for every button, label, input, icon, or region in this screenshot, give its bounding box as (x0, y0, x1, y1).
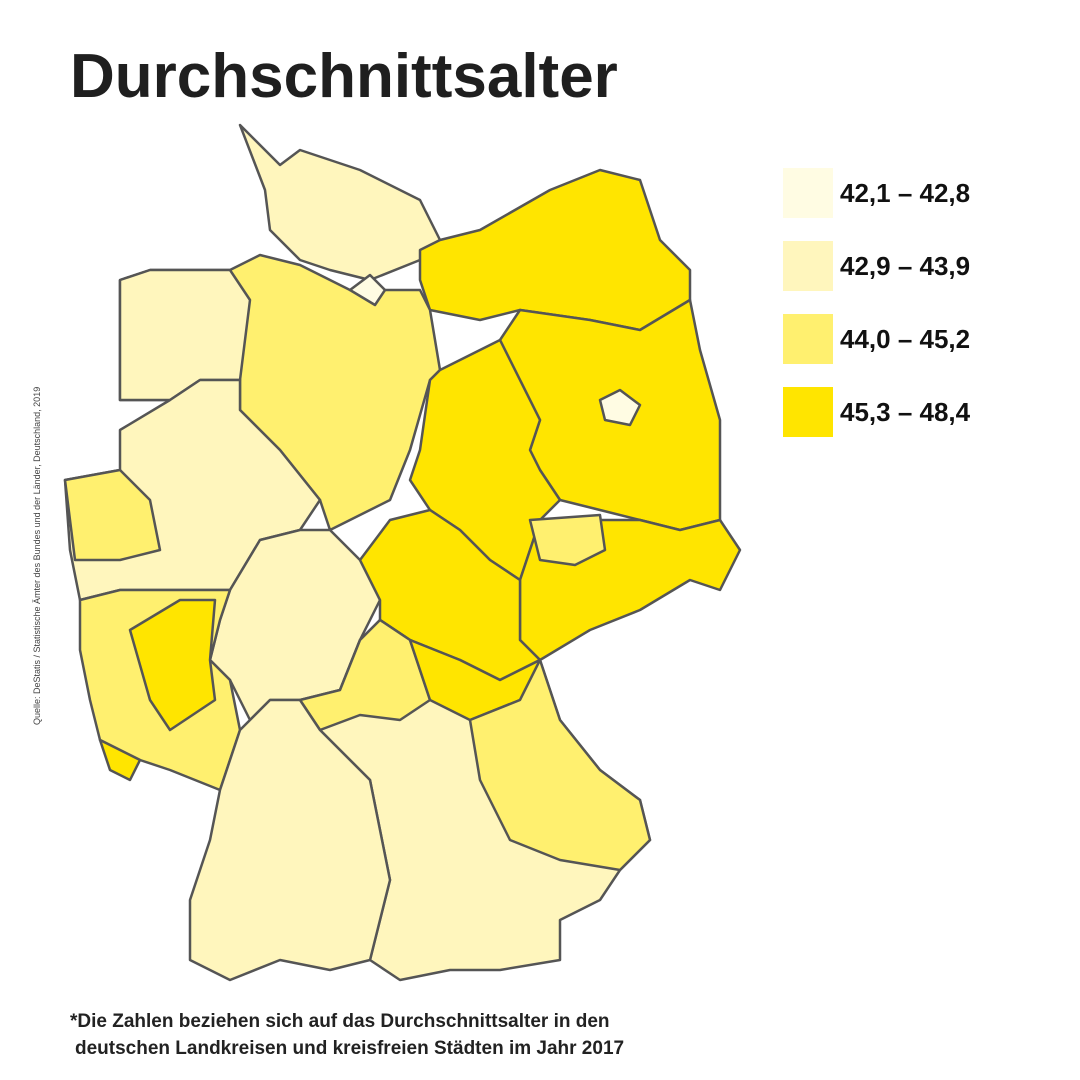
footnote: deutschen Landkreisen und kreisfreien St… (75, 1038, 624, 1059)
legend-swatch (783, 241, 833, 291)
region (528, 513, 607, 567)
region (188, 698, 392, 982)
region (348, 273, 387, 307)
legend-label: 42,9 – 43,9 (840, 251, 970, 281)
region (468, 658, 652, 872)
legend-swatch (783, 168, 833, 218)
region (63, 468, 162, 562)
region (128, 598, 217, 732)
region (408, 338, 562, 582)
legend-label: 45,3 – 48,4 (840, 397, 971, 427)
legend: 42,1 – 42,8 42,9 – 43,9 44,0 – 45,2 45,3 – … (783, 168, 971, 437)
region (98, 738, 142, 782)
region (598, 388, 642, 427)
legend-swatch (783, 314, 833, 364)
region (418, 168, 692, 332)
source: Quelle: DeStatis / Statistische Ämter de… (32, 387, 42, 725)
legend-label: 44,0 – 45,2 (840, 324, 970, 354)
footnote: *Die Zahlen beziehen sich auf das Durchs… (70, 1011, 610, 1032)
legend-swatch (783, 387, 833, 437)
legend-label: 42,1 – 42,8 (840, 178, 970, 208)
map (63, 123, 742, 982)
title: Durchschnittsalter (70, 42, 618, 111)
